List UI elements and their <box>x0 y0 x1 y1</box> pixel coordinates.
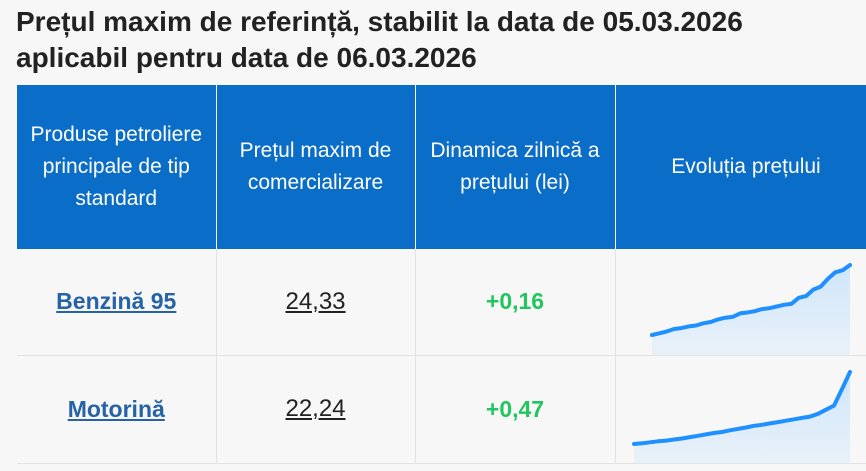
page-title-line-1: Prețul maxim de referință, stabilit la d… <box>16 6 743 37</box>
header-price-evolution: Evoluția prețului <box>615 85 866 249</box>
table-row: Motorină 22,24 +0,47 <box>17 355 866 464</box>
daily-change-value: +0,16 <box>485 288 545 315</box>
sparkline-area <box>651 265 850 355</box>
sparkline-cell <box>615 355 866 464</box>
price-value[interactable]: 24,33 <box>285 287 346 315</box>
sparkline-line <box>649 263 852 337</box>
product-link-motorina[interactable]: Motorină <box>67 395 165 422</box>
price-sparkline <box>649 263 852 355</box>
header-daily-change: Dinamica zilnică a prețului (lei) <box>415 85 616 249</box>
table-header-row: Produse petroliere principale de tip sta… <box>17 85 866 249</box>
price-cell: 24,33 <box>216 249 416 356</box>
page-title: Prețul maxim de referință, stabilit la d… <box>16 4 743 76</box>
delta-cell: +0,16 <box>415 249 616 356</box>
page-title-line-2: aplicabil pentru data de 06.03.2026 <box>16 42 477 73</box>
header-max-price: Prețul maxim de comercializare <box>216 85 416 249</box>
sparkline-area <box>633 371 850 464</box>
price-value[interactable]: 22,24 <box>285 395 346 422</box>
sparkline-line <box>631 369 852 446</box>
product-link-benzina-95[interactable]: Benzină 95 <box>56 288 177 315</box>
table-row: Benzină 95 24,33 +0,16 <box>17 249 866 356</box>
header-products: Produse petroliere principale de tip sta… <box>17 85 217 249</box>
sparkline-cell <box>615 249 866 356</box>
price-table: Produse petroliere principale de tip sta… <box>17 85 866 464</box>
price-cell: 22,24 <box>216 355 416 464</box>
product-cell: Motorină <box>17 355 217 464</box>
price-sparkline <box>631 369 852 464</box>
daily-change-value: +0,47 <box>485 395 545 422</box>
product-cell: Benzină 95 <box>17 249 217 356</box>
delta-cell: +0,47 <box>415 355 616 464</box>
